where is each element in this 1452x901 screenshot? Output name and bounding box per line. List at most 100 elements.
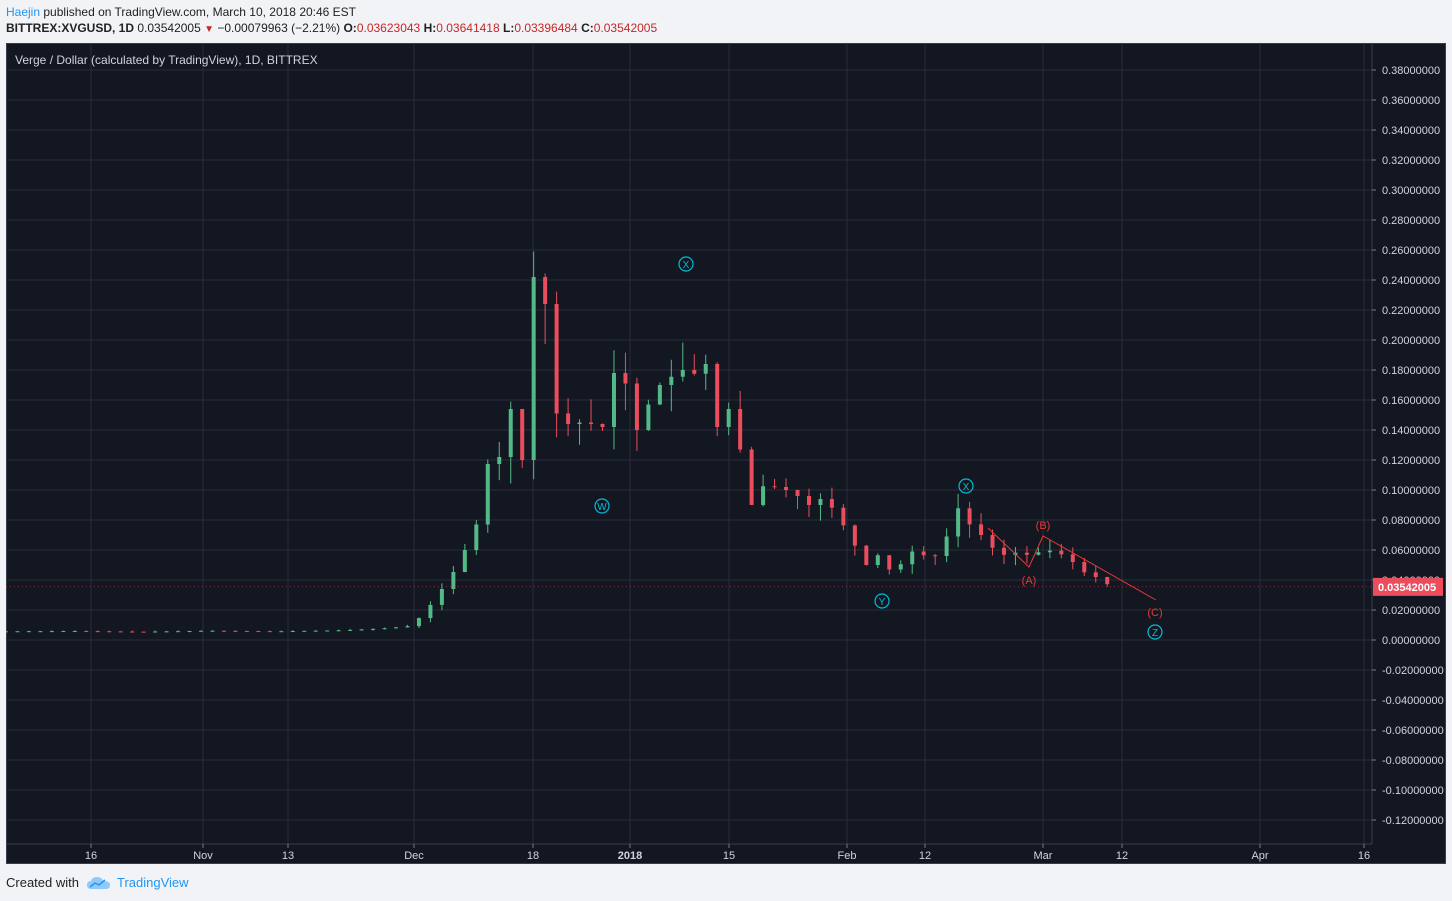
price-chart[interactable]: 0.38000000 0.36000000 0.34000000 0.32000000… [6,43,1446,864]
corrective-wave-label: (B) [1036,520,1051,532]
time-tick-label: 16 [85,850,97,862]
price-tick-label: -0.06000000 [1382,725,1444,737]
high-value: 0.03641418 [436,21,500,35]
price-tick-label: 0.38000000 [1382,65,1440,77]
close-value: 0.03542005 [593,21,658,35]
time-tick-label: 12 [1116,850,1128,862]
close-label: C: [581,21,594,35]
candle-body [611,373,616,427]
tradingview-link[interactable]: TradingView [116,875,189,890]
candle-body [738,409,743,450]
price-axis: 0.38000000 0.36000000 0.34000000 0.32000000… [6,43,1444,844]
candle-body [956,508,961,537]
candle-body [474,524,479,550]
price-tick-label: 0.16000000 [1382,395,1440,407]
time-tick-label: 12 [919,850,931,862]
candle-body [233,630,238,632]
candle-body [6,631,8,633]
candle-body [72,631,77,633]
wave-label-circle [874,593,890,609]
candle-body [703,364,708,374]
candle-body [1093,572,1098,577]
candle-body [1001,547,1006,555]
candle-body [348,629,353,631]
candle-body [485,464,490,525]
symbol-label: BITTREX:XVGUSD, 1D [6,21,135,35]
author-link[interactable]: Haejin [6,5,41,19]
candle-body [210,630,215,632]
price-tick-label: 0.10000000 [1382,485,1440,497]
candle-body [680,370,685,377]
price-tick-label: 0.30000000 [1382,185,1440,197]
candle-body [164,631,169,633]
candle-body [359,629,364,631]
candle-body [107,631,112,633]
price-tick-label: 0.24000000 [1382,275,1440,287]
down-arrow-icon: ▼ [204,24,215,35]
candle-body [726,409,731,427]
time-tick-label: 15 [723,850,735,862]
candles [6,251,1110,633]
candle-body [990,535,995,548]
price-tick-label: 0.02000000 [1382,605,1440,617]
wave-label-text: W [597,502,607,513]
wave-label-text: X [963,482,970,493]
wave-label-circle [594,498,610,514]
time-tick-label: 2018 [618,850,642,862]
candle-body [841,507,846,526]
tradingview-cloud-icon [86,876,110,889]
candle-body [336,630,341,632]
candle-body [1059,550,1064,555]
candle-body [439,589,444,605]
last-price-label: 0.03542005 [1378,582,1436,594]
candle-body [520,409,525,460]
wave-label-text: Y [879,597,886,608]
published-text: published on TradingView.com, March 10, … [43,5,357,19]
candle-body [130,631,135,633]
candle-body [256,631,261,633]
price-tick-label: -0.10000000 [1382,785,1444,797]
candle-body [967,508,972,525]
price-tick-label: 0.18000000 [1382,365,1440,377]
candle-body [279,631,284,633]
candle-body [313,630,318,632]
wave-label-text: X [683,260,690,271]
candle-body [176,631,181,633]
candle-body [15,631,20,633]
time-tick-label: Feb [838,850,857,862]
price-tick-label: 0.36000000 [1382,95,1440,107]
chart-title: Verge / Dollar (calculated by TradingVie… [15,53,318,67]
time-tick-label: Mar [1034,850,1053,862]
wave-label-circle [678,256,694,272]
wave-annotations: W X Y X Z (A) (B) (C) [594,256,1163,640]
candle-body [623,373,628,384]
candle-body [852,525,857,546]
candle-body [829,499,834,508]
candle-body [1036,552,1041,555]
candle-body [302,630,307,632]
candle-body [646,404,651,430]
time-tick-label: 16 [1358,850,1370,862]
price-tick-label: 0.12000000 [1382,455,1440,467]
candle-body [95,631,100,633]
candle-body [221,630,226,632]
price-tick-label: 0.20000000 [1382,335,1440,347]
candle-body [382,628,387,630]
candle-body [806,496,811,505]
high-label: H: [423,21,437,35]
candle-body [784,487,789,490]
candle-body [84,631,89,633]
candle-body [371,628,376,630]
wave-label-circle [958,478,974,494]
candle-body [462,550,467,572]
candle-body [1105,577,1110,585]
candle-body [944,536,949,556]
price-tick-label: 0.26000000 [1382,245,1440,257]
candle-body [187,630,192,632]
price-tick-label: 0.00000000 [1382,635,1440,647]
candle-body [795,490,800,496]
time-tick-label: 18 [527,850,539,862]
candle-body [875,555,880,565]
candle-body [118,631,123,633]
candle-body [428,604,433,619]
